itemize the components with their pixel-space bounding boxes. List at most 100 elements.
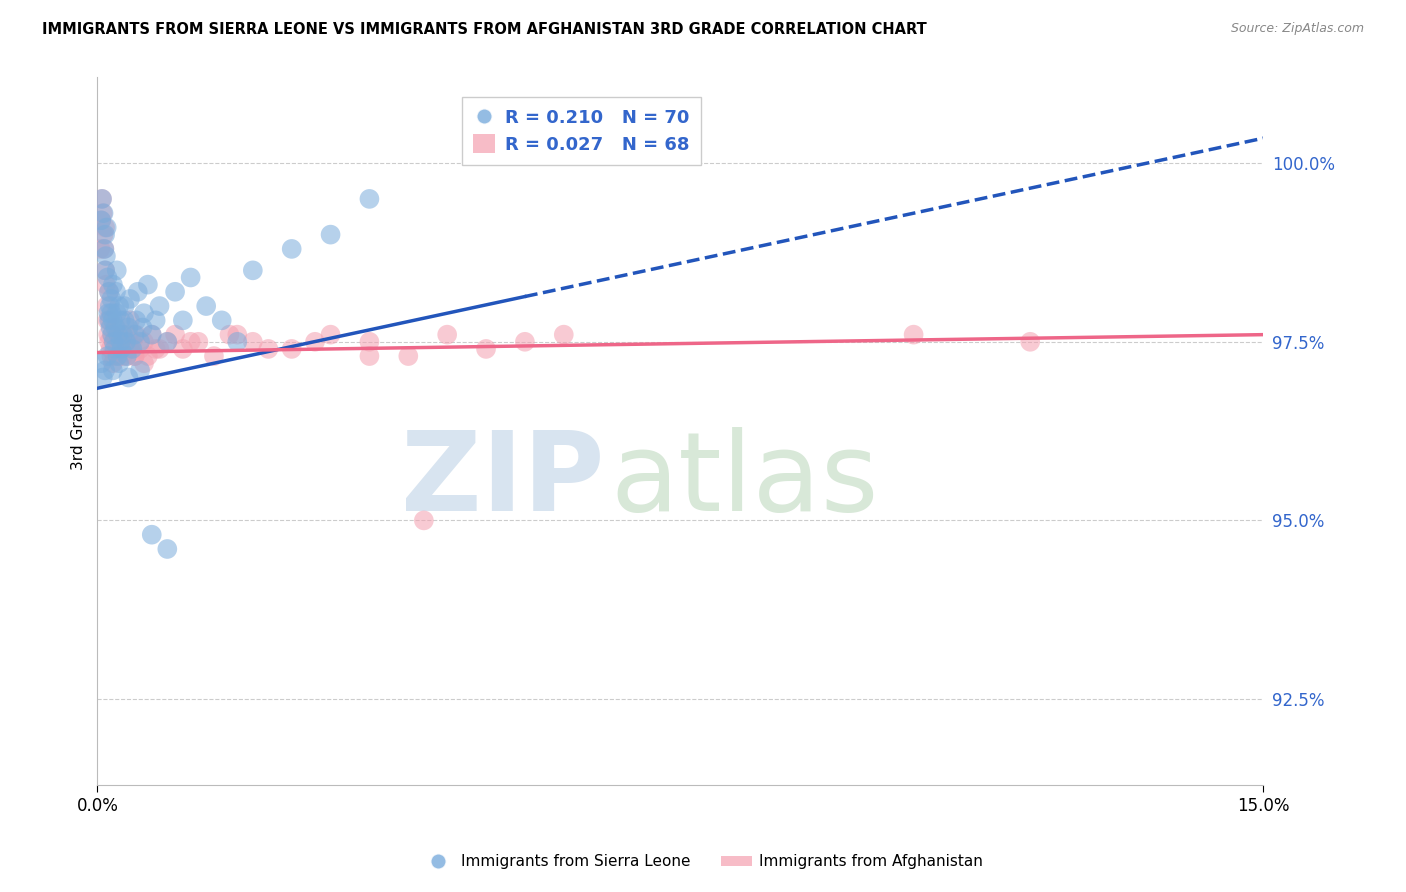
Point <box>156 334 179 349</box>
Point <box>108 349 131 363</box>
Point <box>115 349 138 363</box>
Point <box>100 306 122 320</box>
Point <box>304 334 326 349</box>
Point <box>280 242 302 256</box>
Point <box>111 327 134 342</box>
Point <box>105 334 128 349</box>
Point <box>108 299 131 313</box>
Point <box>115 334 138 349</box>
Point <box>165 285 187 299</box>
Point <box>107 327 129 342</box>
Point <box>111 349 134 363</box>
Point <box>94 249 117 263</box>
Point <box>202 349 225 363</box>
Point <box>114 299 136 313</box>
Point <box>101 277 124 292</box>
Point <box>110 334 132 349</box>
Point <box>436 327 458 342</box>
Point <box>101 363 124 377</box>
Point <box>125 327 148 342</box>
Point <box>136 349 159 363</box>
Point <box>165 327 187 342</box>
Point <box>94 277 117 292</box>
Point <box>94 263 117 277</box>
Point <box>114 313 136 327</box>
Point <box>242 263 264 277</box>
Point <box>96 220 118 235</box>
Point <box>101 313 124 327</box>
Point <box>359 192 381 206</box>
Point <box>903 327 925 342</box>
Point <box>100 349 122 363</box>
Point <box>91 370 114 384</box>
Point <box>100 342 122 356</box>
Point <box>90 213 112 227</box>
Point <box>93 227 115 242</box>
Text: Source: ZipAtlas.com: Source: ZipAtlas.com <box>1230 22 1364 36</box>
Point <box>103 334 125 349</box>
Point <box>105 320 128 334</box>
Point <box>475 342 498 356</box>
Point <box>100 320 122 334</box>
Point <box>180 270 202 285</box>
Point <box>94 220 117 235</box>
Point <box>100 292 122 306</box>
Point <box>91 192 114 206</box>
Point <box>136 277 159 292</box>
Legend: R = 0.210   N = 70, R = 0.027   N = 68: R = 0.210 N = 70, R = 0.027 N = 68 <box>463 97 700 165</box>
Point <box>141 327 163 342</box>
Point <box>93 242 115 256</box>
Point <box>124 349 146 363</box>
Point <box>117 327 139 342</box>
Point <box>187 334 209 349</box>
Point <box>121 342 143 356</box>
Point <box>118 292 141 306</box>
Point <box>226 327 249 342</box>
Point <box>396 349 419 363</box>
Point <box>111 327 134 342</box>
Point <box>90 356 112 370</box>
Point <box>105 306 128 320</box>
Point <box>141 527 163 541</box>
Text: ZIP: ZIP <box>401 427 605 534</box>
Point <box>98 299 121 313</box>
Point <box>115 334 138 349</box>
Point <box>132 356 155 370</box>
Point <box>121 334 143 349</box>
Point <box>97 306 120 320</box>
Point <box>98 313 121 327</box>
Point <box>103 349 125 363</box>
Point <box>117 320 139 334</box>
Point <box>103 334 125 349</box>
Point <box>141 327 163 342</box>
Point <box>101 327 124 342</box>
Point <box>107 349 129 363</box>
Point <box>104 320 127 334</box>
Point <box>118 313 141 327</box>
Point <box>96 313 118 327</box>
Point <box>108 356 131 370</box>
Point <box>93 242 115 256</box>
Point <box>156 334 179 349</box>
Point <box>98 285 121 299</box>
Point <box>96 349 118 363</box>
Point <box>132 334 155 349</box>
Point <box>218 327 240 342</box>
Point <box>148 299 170 313</box>
Point <box>226 334 249 349</box>
Point <box>96 299 118 313</box>
Y-axis label: 3rd Grade: 3rd Grade <box>72 392 86 470</box>
Legend: Immigrants from Sierra Leone, Immigrants from Afghanistan: Immigrants from Sierra Leone, Immigrants… <box>416 848 990 875</box>
Point <box>359 334 381 349</box>
Point <box>172 342 194 356</box>
Point <box>105 285 128 299</box>
Point <box>91 206 114 220</box>
Point <box>97 327 120 342</box>
Point <box>114 342 136 356</box>
Point <box>553 327 575 342</box>
Point <box>359 349 381 363</box>
Point <box>89 242 111 256</box>
Point <box>132 306 155 320</box>
Point <box>129 342 152 356</box>
Point <box>156 541 179 556</box>
